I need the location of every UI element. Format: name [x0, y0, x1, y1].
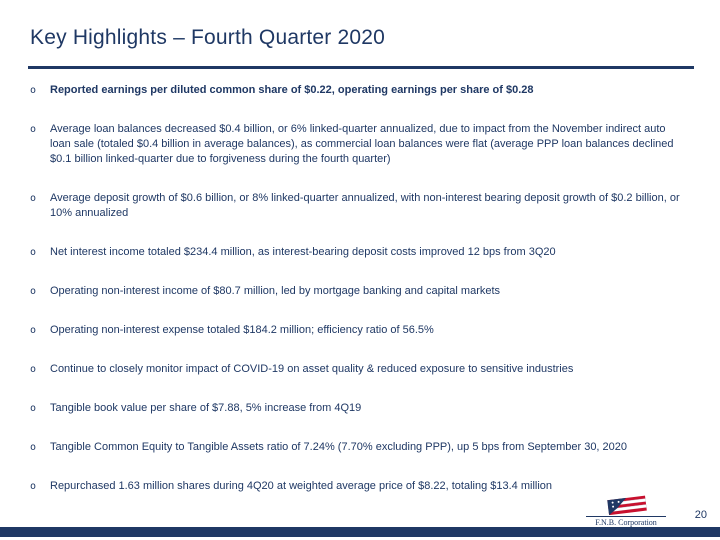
title-divider	[28, 66, 694, 69]
bullet-text: Operating non-interest income of $80.7 m…	[50, 285, 501, 297]
bullet-icon: o	[30, 403, 37, 414]
bullet-item: o Average loan balances decreased $0.4 b…	[30, 122, 682, 167]
bullet-icon: o	[30, 325, 37, 336]
bullet-text: Average loan balances decreased $0.4 bil…	[50, 123, 674, 165]
bullet-text: Continue to closely monitor impact of CO…	[50, 363, 574, 375]
fnb-flag-icon	[607, 495, 647, 515]
fnb-logo: F.N.B. Corporation	[584, 495, 668, 527]
bullet-icon: o	[30, 364, 37, 375]
bottom-accent-bar	[0, 527, 720, 537]
bullet-icon: o	[30, 286, 37, 297]
bullet-icon: o	[30, 124, 37, 135]
bullet-item: o Average deposit growth of $0.6 billion…	[30, 191, 682, 221]
bullet-text: Reported earnings per diluted common sha…	[50, 84, 534, 96]
bullet-item: o Net interest income totaled $234.4 mil…	[30, 245, 682, 260]
page-title: Key Highlights – Fourth Quarter 2020	[30, 26, 386, 49]
bullet-icon: o	[30, 481, 37, 492]
bullet-text: Average deposit growth of $0.6 billion, …	[50, 192, 680, 219]
bullet-list: o Reported earnings per diluted common s…	[30, 83, 682, 518]
bullet-text: Tangible Common Equity to Tangible Asset…	[50, 441, 628, 453]
bullet-text: Operating non-interest expense totaled $…	[50, 324, 434, 336]
page-number: 20	[694, 509, 707, 521]
bullet-icon: o	[30, 193, 37, 204]
bullet-item: o Operating non-interest expense totaled…	[30, 323, 682, 338]
bullet-text: Repurchased 1.63 million shares during 4…	[50, 480, 553, 492]
bullet-text: Tangible book value per share of $7.88, …	[50, 402, 362, 414]
bullet-item: o Reported earnings per diluted common s…	[30, 83, 682, 98]
bullet-text: Net interest income totaled $234.4 milli…	[50, 246, 556, 258]
bullet-icon: o	[30, 442, 37, 453]
logo-divider	[586, 516, 666, 517]
bullet-item: o Continue to closely monitor impact of …	[30, 362, 682, 377]
bullet-item: o Tangible Common Equity to Tangible Ass…	[30, 440, 682, 455]
bullet-icon: o	[30, 247, 37, 258]
bullet-item: o Operating non-interest income of $80.7…	[30, 284, 682, 299]
bullet-item: o Repurchased 1.63 million shares during…	[30, 479, 682, 494]
logo-text: F.N.B. Corporation	[595, 518, 657, 527]
bullet-item: o Tangible book value per share of $7.88…	[30, 401, 682, 416]
bullet-icon: o	[30, 85, 37, 96]
